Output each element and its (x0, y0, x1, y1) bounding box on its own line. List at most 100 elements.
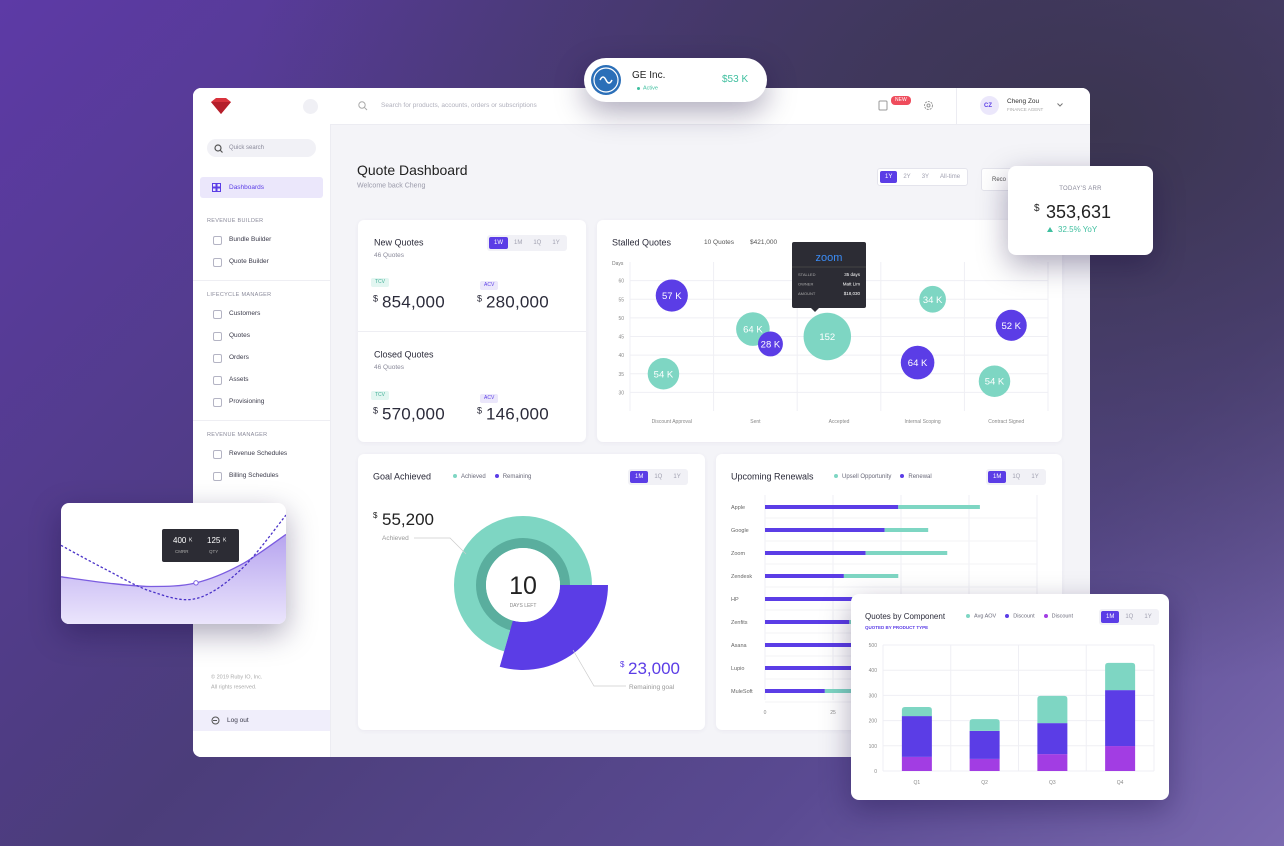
bubble[interactable] (655, 279, 688, 312)
goal-caption: Remaining goal (629, 684, 675, 691)
goal-value: 23,000 (628, 659, 680, 678)
tooltip-key: AMOUNT (798, 291, 816, 296)
y-tick-label: Zenfits (731, 620, 748, 626)
tab[interactable]: 1M (988, 471, 1007, 483)
bar-segment[interactable] (901, 706, 932, 717)
settings-icon[interactable] (923, 100, 934, 111)
logout-button[interactable]: Log out (193, 710, 330, 731)
tab[interactable]: All-time (940, 174, 961, 180)
bar-segment[interactable] (1105, 662, 1136, 691)
nav-section: REVENUE MANAGER Revenue Schedules Billing … (193, 420, 330, 494)
bar-segment[interactable] (765, 551, 866, 555)
period-tabs: 1M 1Q 1Y (1099, 609, 1159, 625)
arr-value: 353,631 (1046, 202, 1112, 222)
collapse-button[interactable] (303, 99, 318, 114)
avatar[interactable]: CZ (980, 96, 999, 115)
bar-segment[interactable] (1105, 690, 1136, 747)
card-title: Quotes by Component (865, 612, 946, 621)
bar-segment[interactable] (969, 730, 1000, 759)
tab[interactable]: 1W (489, 237, 508, 249)
bubble[interactable] (647, 357, 680, 390)
tab[interactable]: 1Y (1031, 474, 1039, 480)
tab[interactable]: 1Y (673, 474, 681, 480)
tab[interactable]: 1Q (654, 474, 663, 480)
tab[interactable]: 3Y (921, 174, 930, 180)
card-subtitle[interactable]: QUOTED BY PRODUCT TYPE (865, 624, 929, 630)
nav-item[interactable]: Assets (193, 369, 330, 391)
period-tabs: 1W 1M 1Q 1Y (487, 235, 567, 251)
bar-segment[interactable] (1037, 723, 1068, 755)
stalled-amount: $421,000 (750, 238, 778, 246)
bar-segment[interactable] (765, 689, 825, 693)
bar-segment[interactable] (765, 620, 850, 624)
card-title: Upcoming Renewals (731, 471, 814, 482)
bubble[interactable] (995, 309, 1027, 341)
bar-segment[interactable] (843, 574, 899, 578)
user-name: Cheng Zou (1007, 97, 1040, 105)
nav-item[interactable]: Billing Schedules (193, 465, 330, 487)
tooltip-value: Matt Lim (843, 282, 861, 287)
quick-search-placeholder: Quick search (229, 145, 265, 151)
global-search[interactable]: Search for products, accounts, orders or… (381, 101, 537, 109)
bar-segment[interactable] (865, 551, 948, 555)
y-tick-label: 40 (618, 353, 624, 359)
account-pill[interactable]: GE Inc. Active $53 K (584, 58, 767, 102)
tooltip: 400 K CMRR 125 K QTY (162, 529, 239, 562)
tab[interactable]: 1Q (1125, 614, 1134, 620)
tab[interactable]: 1M (630, 471, 649, 483)
bubble[interactable] (757, 331, 783, 357)
bar-segment[interactable] (969, 758, 1000, 771)
tab[interactable]: 1Y (552, 240, 560, 246)
quick-search[interactable]: Quick search (207, 139, 316, 157)
tooltip-label: QTY (209, 548, 219, 554)
bubble[interactable] (919, 285, 946, 313)
tab[interactable]: 1M (1101, 611, 1120, 623)
nav-item[interactable]: Provisioning (193, 391, 330, 413)
legend-item: Discount (1005, 614, 1035, 620)
tab[interactable]: 1Q (1012, 474, 1021, 480)
bar-segment[interactable] (1037, 754, 1068, 771)
y-tick-label: 55 (618, 297, 624, 303)
bar-segment[interactable] (969, 719, 1000, 731)
tab[interactable]: 2Y (903, 174, 911, 180)
bubble[interactable] (900, 345, 935, 380)
x-tick-label: Contract Signed (988, 419, 1024, 425)
bar-segment[interactable] (765, 528, 885, 532)
bar-segment[interactable] (1105, 746, 1136, 771)
nav-dashboards[interactable]: Dashboards (200, 177, 323, 198)
bar-segment[interactable] (901, 716, 932, 757)
tcv-value: 570,000 (382, 404, 445, 424)
search-icon (358, 101, 368, 111)
tab[interactable]: 1M (514, 240, 523, 246)
bar-segment[interactable] (765, 597, 853, 601)
bar-segment[interactable] (765, 574, 844, 578)
bar-segment[interactable] (765, 643, 853, 647)
bubble-label: 52 K (1001, 321, 1021, 332)
notification-icon[interactable] (878, 100, 888, 111)
bar-segment[interactable] (765, 666, 855, 670)
bar-segment[interactable] (765, 505, 899, 509)
user-menu-chevron[interactable] (1057, 103, 1063, 107)
tab[interactable]: 1Y (1144, 614, 1152, 620)
bar-segment[interactable] (898, 505, 980, 509)
legend: Upsell Opportunity Renewal (834, 474, 932, 480)
status-dot (637, 87, 640, 90)
nav-item[interactable]: Orders (193, 347, 330, 369)
nav-item[interactable]: Quotes (193, 325, 330, 347)
bar-segment[interactable] (884, 528, 929, 532)
x-tick-label: Q2 (981, 780, 988, 786)
tab[interactable]: 1Q (533, 240, 542, 246)
nav-item[interactable]: Customers (193, 303, 330, 325)
nav-item[interactable]: Bundle Builder (193, 229, 330, 251)
legend: Achieved Remaining (453, 474, 531, 480)
period-tabs: 1M 1Q 1Y (628, 469, 688, 485)
bubble[interactable] (978, 365, 1011, 397)
tab[interactable]: 1Y (880, 171, 898, 183)
bar-segment[interactable] (901, 756, 932, 771)
nav-item[interactable]: Revenue Schedules (193, 443, 330, 465)
nav-item[interactable]: Quote Builder (193, 251, 330, 273)
bar-segment[interactable] (824, 689, 858, 693)
bubble[interactable] (803, 312, 852, 361)
bar-segment[interactable] (1037, 695, 1068, 724)
copyright: All rights reserved. (211, 684, 257, 691)
